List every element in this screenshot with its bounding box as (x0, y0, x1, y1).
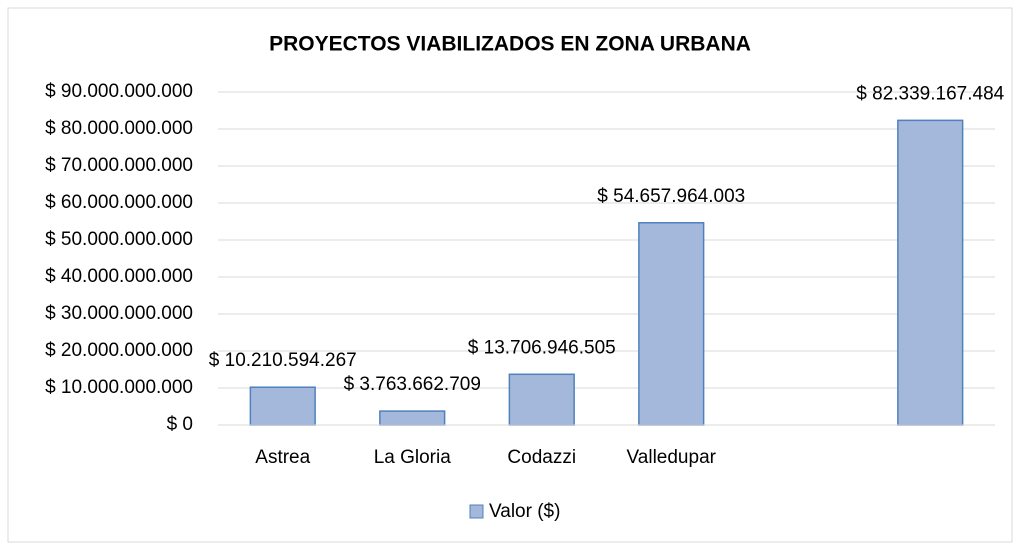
x-tick-label: Valledupar (627, 447, 717, 468)
legend-swatch (469, 504, 484, 519)
y-tick-label: $ 20.000.000.000 (45, 340, 193, 361)
y-tick-label: $ 0 (167, 414, 193, 435)
data-label: $ 13.706.946.505 (468, 337, 616, 358)
bar (249, 386, 316, 426)
y-tick-label: $ 30.000.000.000 (45, 303, 193, 324)
x-tick-label: La Gloria (374, 447, 452, 468)
legend-label: Valor ($) (489, 501, 560, 522)
chart-title: PROYECTOS VIABILIZADOS EN ZONA URBANA (269, 33, 751, 56)
data-label: $ 3.763.662.709 (344, 374, 481, 395)
y-tick-label: $ 60.000.000.000 (45, 192, 193, 213)
data-label: $ 10.210.594.267 (209, 350, 357, 371)
y-tick-label: $ 90.000.000.000 (45, 81, 193, 102)
bar (379, 410, 446, 426)
bar (638, 222, 705, 426)
data-label: $ 82.339.167.484 (856, 83, 1004, 104)
x-tick-label: Astrea (255, 447, 310, 468)
x-tick-label: Codazzi (507, 447, 576, 468)
chart-border (7, 7, 1013, 543)
y-tick-label: $ 50.000.000.000 (45, 229, 193, 250)
data-label: $ 54.657.964.003 (597, 186, 745, 207)
bar (508, 373, 575, 426)
y-tick-label: $ 10.000.000.000 (45, 377, 193, 398)
y-tick-label: $ 40.000.000.000 (45, 266, 193, 287)
bar (897, 119, 964, 426)
y-tick-label: $ 80.000.000.000 (45, 118, 193, 139)
y-tick-label: $ 70.000.000.000 (45, 155, 193, 176)
